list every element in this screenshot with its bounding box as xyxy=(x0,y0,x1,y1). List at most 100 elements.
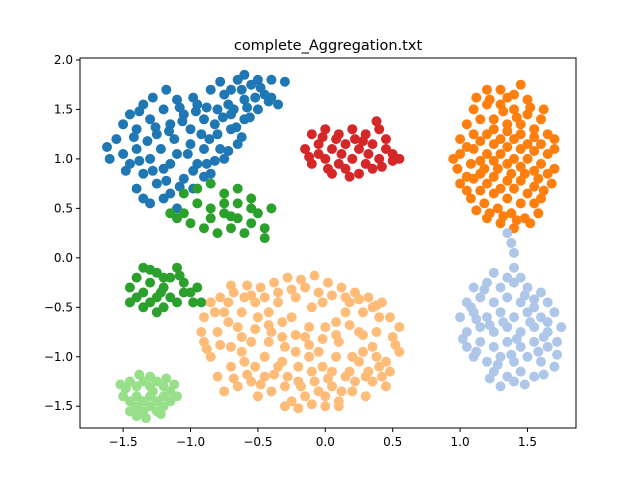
data-point xyxy=(145,153,156,164)
data-point xyxy=(482,178,492,189)
data-point xyxy=(387,155,398,166)
y-tick-label: 1.0 xyxy=(54,152,73,166)
data-point xyxy=(511,112,522,123)
data-point xyxy=(158,272,169,283)
data-point xyxy=(471,314,482,325)
x-axis: −1.5 −1.0 −0.5 0.0 0.5 1.0 1.5 xyxy=(109,428,537,449)
data-point xyxy=(145,371,156,382)
data-point xyxy=(259,233,270,244)
data-point xyxy=(461,119,472,130)
data-point xyxy=(461,142,472,152)
data-point xyxy=(282,371,293,382)
data-point xyxy=(502,126,513,137)
data-point xyxy=(492,359,503,370)
data-point xyxy=(226,211,236,222)
data-point xyxy=(519,290,530,301)
data-point xyxy=(199,312,209,323)
data-point xyxy=(155,409,166,420)
data-point xyxy=(538,332,549,342)
data-point xyxy=(371,116,382,127)
data-point xyxy=(219,386,230,397)
data-point xyxy=(134,369,145,380)
data-point xyxy=(138,302,149,313)
data-point xyxy=(293,403,304,414)
data-point xyxy=(506,238,517,248)
data-point xyxy=(331,134,342,145)
data-point xyxy=(252,312,263,323)
data-point xyxy=(255,82,266,93)
data-point xyxy=(340,292,351,303)
data-point xyxy=(484,94,495,105)
data-point xyxy=(269,369,280,380)
data-point xyxy=(468,282,479,293)
data-point xyxy=(196,327,207,337)
data-point xyxy=(317,297,328,308)
data-point xyxy=(185,139,196,150)
data-point xyxy=(542,297,553,308)
data-point xyxy=(367,139,378,150)
data-point xyxy=(246,290,257,301)
data-point xyxy=(138,193,149,204)
data-point xyxy=(255,282,266,293)
data-point xyxy=(538,369,549,380)
data-point xyxy=(178,287,189,298)
data-point xyxy=(468,129,479,140)
data-point xyxy=(263,336,274,347)
data-point xyxy=(385,366,395,377)
data-point xyxy=(182,149,193,159)
data-point xyxy=(124,297,135,308)
data-point xyxy=(529,165,540,176)
data-point xyxy=(215,144,226,154)
data-point xyxy=(151,307,162,318)
data-point xyxy=(223,146,234,156)
data-point xyxy=(461,185,472,196)
data-point xyxy=(273,287,284,298)
data-point xyxy=(475,292,486,303)
data-point xyxy=(304,151,315,162)
data-point xyxy=(515,79,526,90)
data-point xyxy=(502,292,513,303)
data-point xyxy=(155,287,166,298)
data-point xyxy=(304,351,315,362)
data-point xyxy=(495,381,506,392)
data-point xyxy=(212,228,223,239)
data-point xyxy=(455,178,466,189)
data-point xyxy=(549,134,560,145)
y-tick-label: −1.5 xyxy=(44,399,73,413)
data-point xyxy=(371,351,382,362)
data-point xyxy=(492,163,503,174)
data-point xyxy=(217,112,228,123)
data-point xyxy=(252,391,263,402)
data-point xyxy=(138,287,149,298)
data-point xyxy=(259,371,270,382)
data-point xyxy=(331,351,342,362)
data-point xyxy=(317,334,328,344)
data-point xyxy=(226,223,236,234)
data-point xyxy=(515,129,526,140)
data-point xyxy=(259,292,270,303)
data-point xyxy=(165,158,176,169)
data-point xyxy=(336,149,347,159)
data-point xyxy=(226,280,236,291)
data-point xyxy=(488,139,499,150)
data-point xyxy=(172,262,182,273)
data-point xyxy=(492,203,503,214)
data-point xyxy=(522,282,533,293)
data-point xyxy=(509,104,519,115)
data-point xyxy=(502,119,513,130)
data-point xyxy=(358,307,368,318)
data-point xyxy=(498,106,509,117)
data-point xyxy=(212,104,223,115)
data-point xyxy=(177,116,188,127)
data-point xyxy=(336,282,347,293)
data-point xyxy=(131,183,142,194)
chart-title: complete_Aggregation.txt xyxy=(234,38,423,54)
data-point xyxy=(522,188,533,199)
data-point xyxy=(452,163,463,174)
data-point xyxy=(495,282,506,293)
data-point xyxy=(172,297,182,308)
data-point xyxy=(471,346,482,357)
data-point xyxy=(495,149,506,159)
data-point xyxy=(542,341,553,352)
data-point xyxy=(290,330,301,340)
